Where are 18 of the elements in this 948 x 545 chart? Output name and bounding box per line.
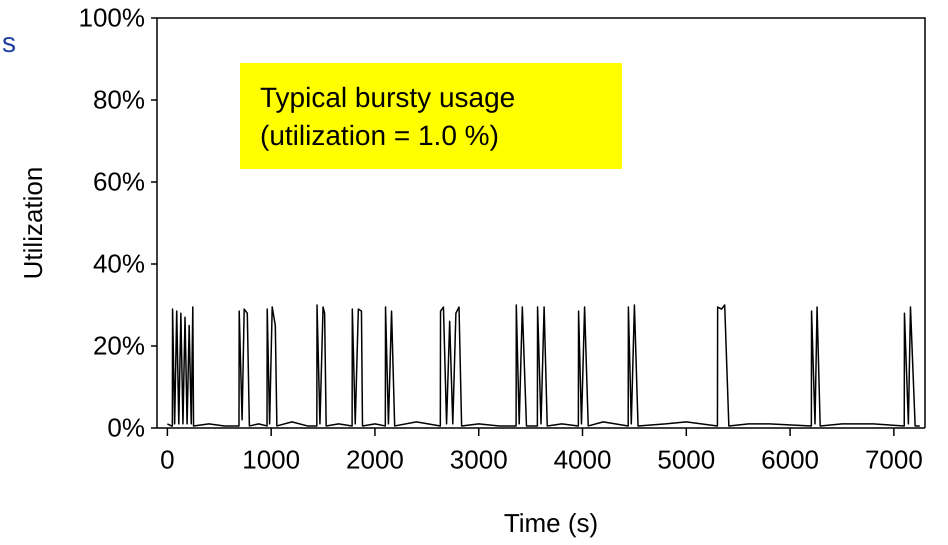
x-tick-label: 2000 [346, 444, 404, 474]
y-tick-label: 40% [92, 248, 145, 278]
x-tick-label: 3000 [450, 444, 508, 474]
x-axis-title: Time (s) [504, 508, 598, 538]
y-tick-label: 80% [92, 84, 145, 114]
x-tick-label: 7000 [864, 444, 923, 474]
x-tick-label: 1000 [242, 444, 300, 474]
annotation: Typical bursty usage (utilization = 1.0 %) [260, 82, 516, 151]
y-tick-label: 100% [78, 2, 145, 32]
y-tick-label: 0% [107, 412, 145, 442]
y-tick-label: 60% [92, 166, 145, 196]
x-tick-label: 5000 [657, 444, 716, 474]
x-tick-label: 4000 [554, 444, 612, 474]
text: s [2, 27, 16, 58]
x-tick-label: 0 [160, 444, 175, 474]
y-tick-label: 20% [92, 330, 145, 360]
x-tick-label: 6000 [761, 444, 820, 474]
y-axis-title: Utilization [18, 166, 48, 280]
